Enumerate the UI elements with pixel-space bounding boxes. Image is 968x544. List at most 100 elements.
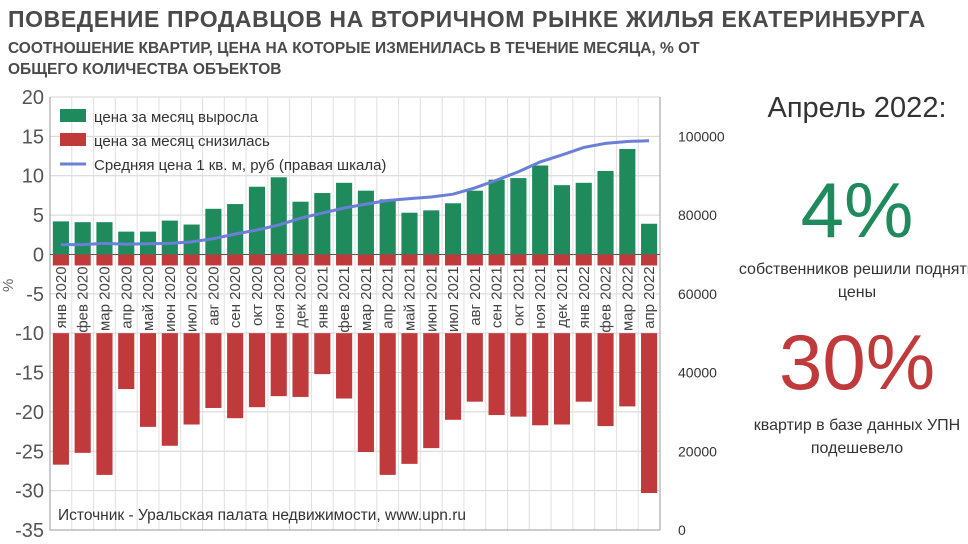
x-tick-label: апр 2021 [380, 266, 397, 328]
bar-rise [444, 203, 462, 255]
x-tick-label: мар 2022 [619, 266, 636, 331]
bar-fall-stub [423, 254, 440, 266]
bar-rise [74, 222, 91, 255]
bar-rise [575, 182, 592, 255]
bar-fall-stub [292, 254, 309, 266]
bar-fall [423, 333, 440, 449]
y2-tick-label: 40000 [678, 365, 717, 381]
side-period-heading: Апрель 2022: [767, 92, 947, 124]
x-tick-label: июн 2021 [423, 266, 440, 331]
y-tick-label: 10 [22, 166, 44, 188]
chart-subtitle: СООТНОШЕНИЕ КВАРТИР, ЦЕНА НА КОТОРЫЕ ИЗМ… [8, 40, 700, 78]
chart-title: ПОВЕДЕНИЕ ПРОДАВЦОВ НА ВТОРИЧНОМ РЫНКЕ Ж… [8, 6, 926, 32]
bar-fall [314, 333, 331, 375]
bar-rise [532, 165, 549, 255]
bar-rise [52, 221, 69, 255]
bar-fall [510, 333, 527, 417]
x-tick-label: ноя 2020 [271, 266, 288, 328]
x-tick-label: авг 2021 [467, 266, 484, 325]
bar-rise [619, 148, 636, 255]
stat-fall-value: 30% [778, 318, 936, 406]
bar-rise [161, 220, 178, 255]
bar-fall [401, 333, 418, 464]
bar-rise [597, 171, 614, 255]
bar-fall [488, 333, 505, 416]
y-tick-label: -20 [15, 402, 44, 424]
bar-fall [118, 333, 135, 390]
x-tick-label: июл 2020 [184, 266, 201, 332]
bar-fall [52, 333, 69, 465]
bar-fall-stub [314, 254, 331, 266]
bar-fall-stub [379, 254, 396, 266]
x-tick-label: ноя 2021 [532, 266, 549, 328]
bar-fall [357, 333, 374, 453]
y2-tick-label: 20000 [678, 443, 717, 459]
y2-tick-label: 60000 [678, 286, 717, 302]
x-tick-label: сен 2020 [227, 266, 244, 328]
y-tick-label: 15 [22, 126, 44, 148]
bar-rise [205, 208, 222, 255]
bar-rise [641, 223, 658, 255]
x-tick-label: фев 2022 [598, 266, 615, 332]
x-tick-label: май 2020 [140, 266, 157, 331]
bar-fall-stub [357, 254, 374, 266]
y-tick-label: -5 [26, 284, 44, 306]
bar-rise [401, 212, 418, 255]
bar-fall-stub [248, 254, 266, 266]
bar-fall-stub [575, 254, 592, 266]
legend-swatch [60, 109, 86, 122]
bar-fall-stub [205, 254, 222, 266]
bar-fall-stub [488, 254, 505, 266]
bar-rise [488, 179, 505, 255]
bar-rise [466, 190, 483, 255]
bar-fall-stub [553, 254, 571, 266]
bar-fall [139, 333, 157, 427]
x-tick-label: янв 2021 [314, 266, 331, 328]
y-tick-label: 0 [33, 244, 44, 266]
y2-tick-label: 80000 [678, 207, 717, 223]
stat-fall-caption: квартир в базе данных УПН подешевело [753, 417, 961, 457]
bar-rise [357, 190, 374, 255]
x-tick-label: май 2021 [401, 266, 418, 331]
bar-fall-stub [619, 254, 636, 266]
x-tick-label: янв 2020 [53, 266, 70, 328]
series-line-avg-price [60, 139, 650, 247]
bar-fall-stub [270, 254, 287, 266]
bar-fall [575, 333, 592, 402]
bar-fall [336, 333, 353, 399]
y-tick-label: -10 [15, 323, 44, 345]
bar-fall [292, 333, 309, 397]
bar-fall-stub [641, 254, 658, 266]
x-tick-label: дек 2020 [293, 266, 310, 327]
bar-fall-stub [444, 254, 462, 266]
bar-fall-stub [161, 254, 178, 266]
x-tick-label: июн 2020 [162, 266, 179, 331]
bar-rise [183, 224, 200, 255]
y-tick-label: -35 [15, 520, 44, 542]
bar-fall-stub [597, 254, 614, 266]
y-tick-label: 20 [22, 87, 44, 109]
legend-label: цена за месяц выросла [94, 109, 259, 126]
bar-fall-stub [183, 254, 200, 266]
y-tick-label: -15 [15, 363, 44, 385]
x-tick-label: дек 2021 [554, 266, 571, 327]
x-tick-label: фев 2020 [75, 266, 92, 332]
bar-fall-stub [74, 254, 91, 266]
bar-fall [205, 333, 222, 408]
x-tick-label: мар 2021 [358, 266, 375, 331]
bar-rise [336, 182, 353, 255]
y-tick-label: 5 [33, 205, 44, 227]
bar-rise [270, 177, 287, 255]
bar-fall-stub [139, 254, 157, 266]
bar-fall-stub [466, 254, 483, 266]
bar-fall-stub [532, 254, 549, 266]
x-tick-label: янв 2022 [576, 266, 593, 328]
bar-fall [553, 333, 571, 425]
bar-fall [532, 333, 549, 426]
bar-fall-stub [52, 254, 69, 266]
y-tick-label: -30 [15, 481, 44, 503]
bar-fall [619, 333, 636, 407]
bar-fall [96, 333, 113, 475]
bar-fall [466, 333, 483, 402]
